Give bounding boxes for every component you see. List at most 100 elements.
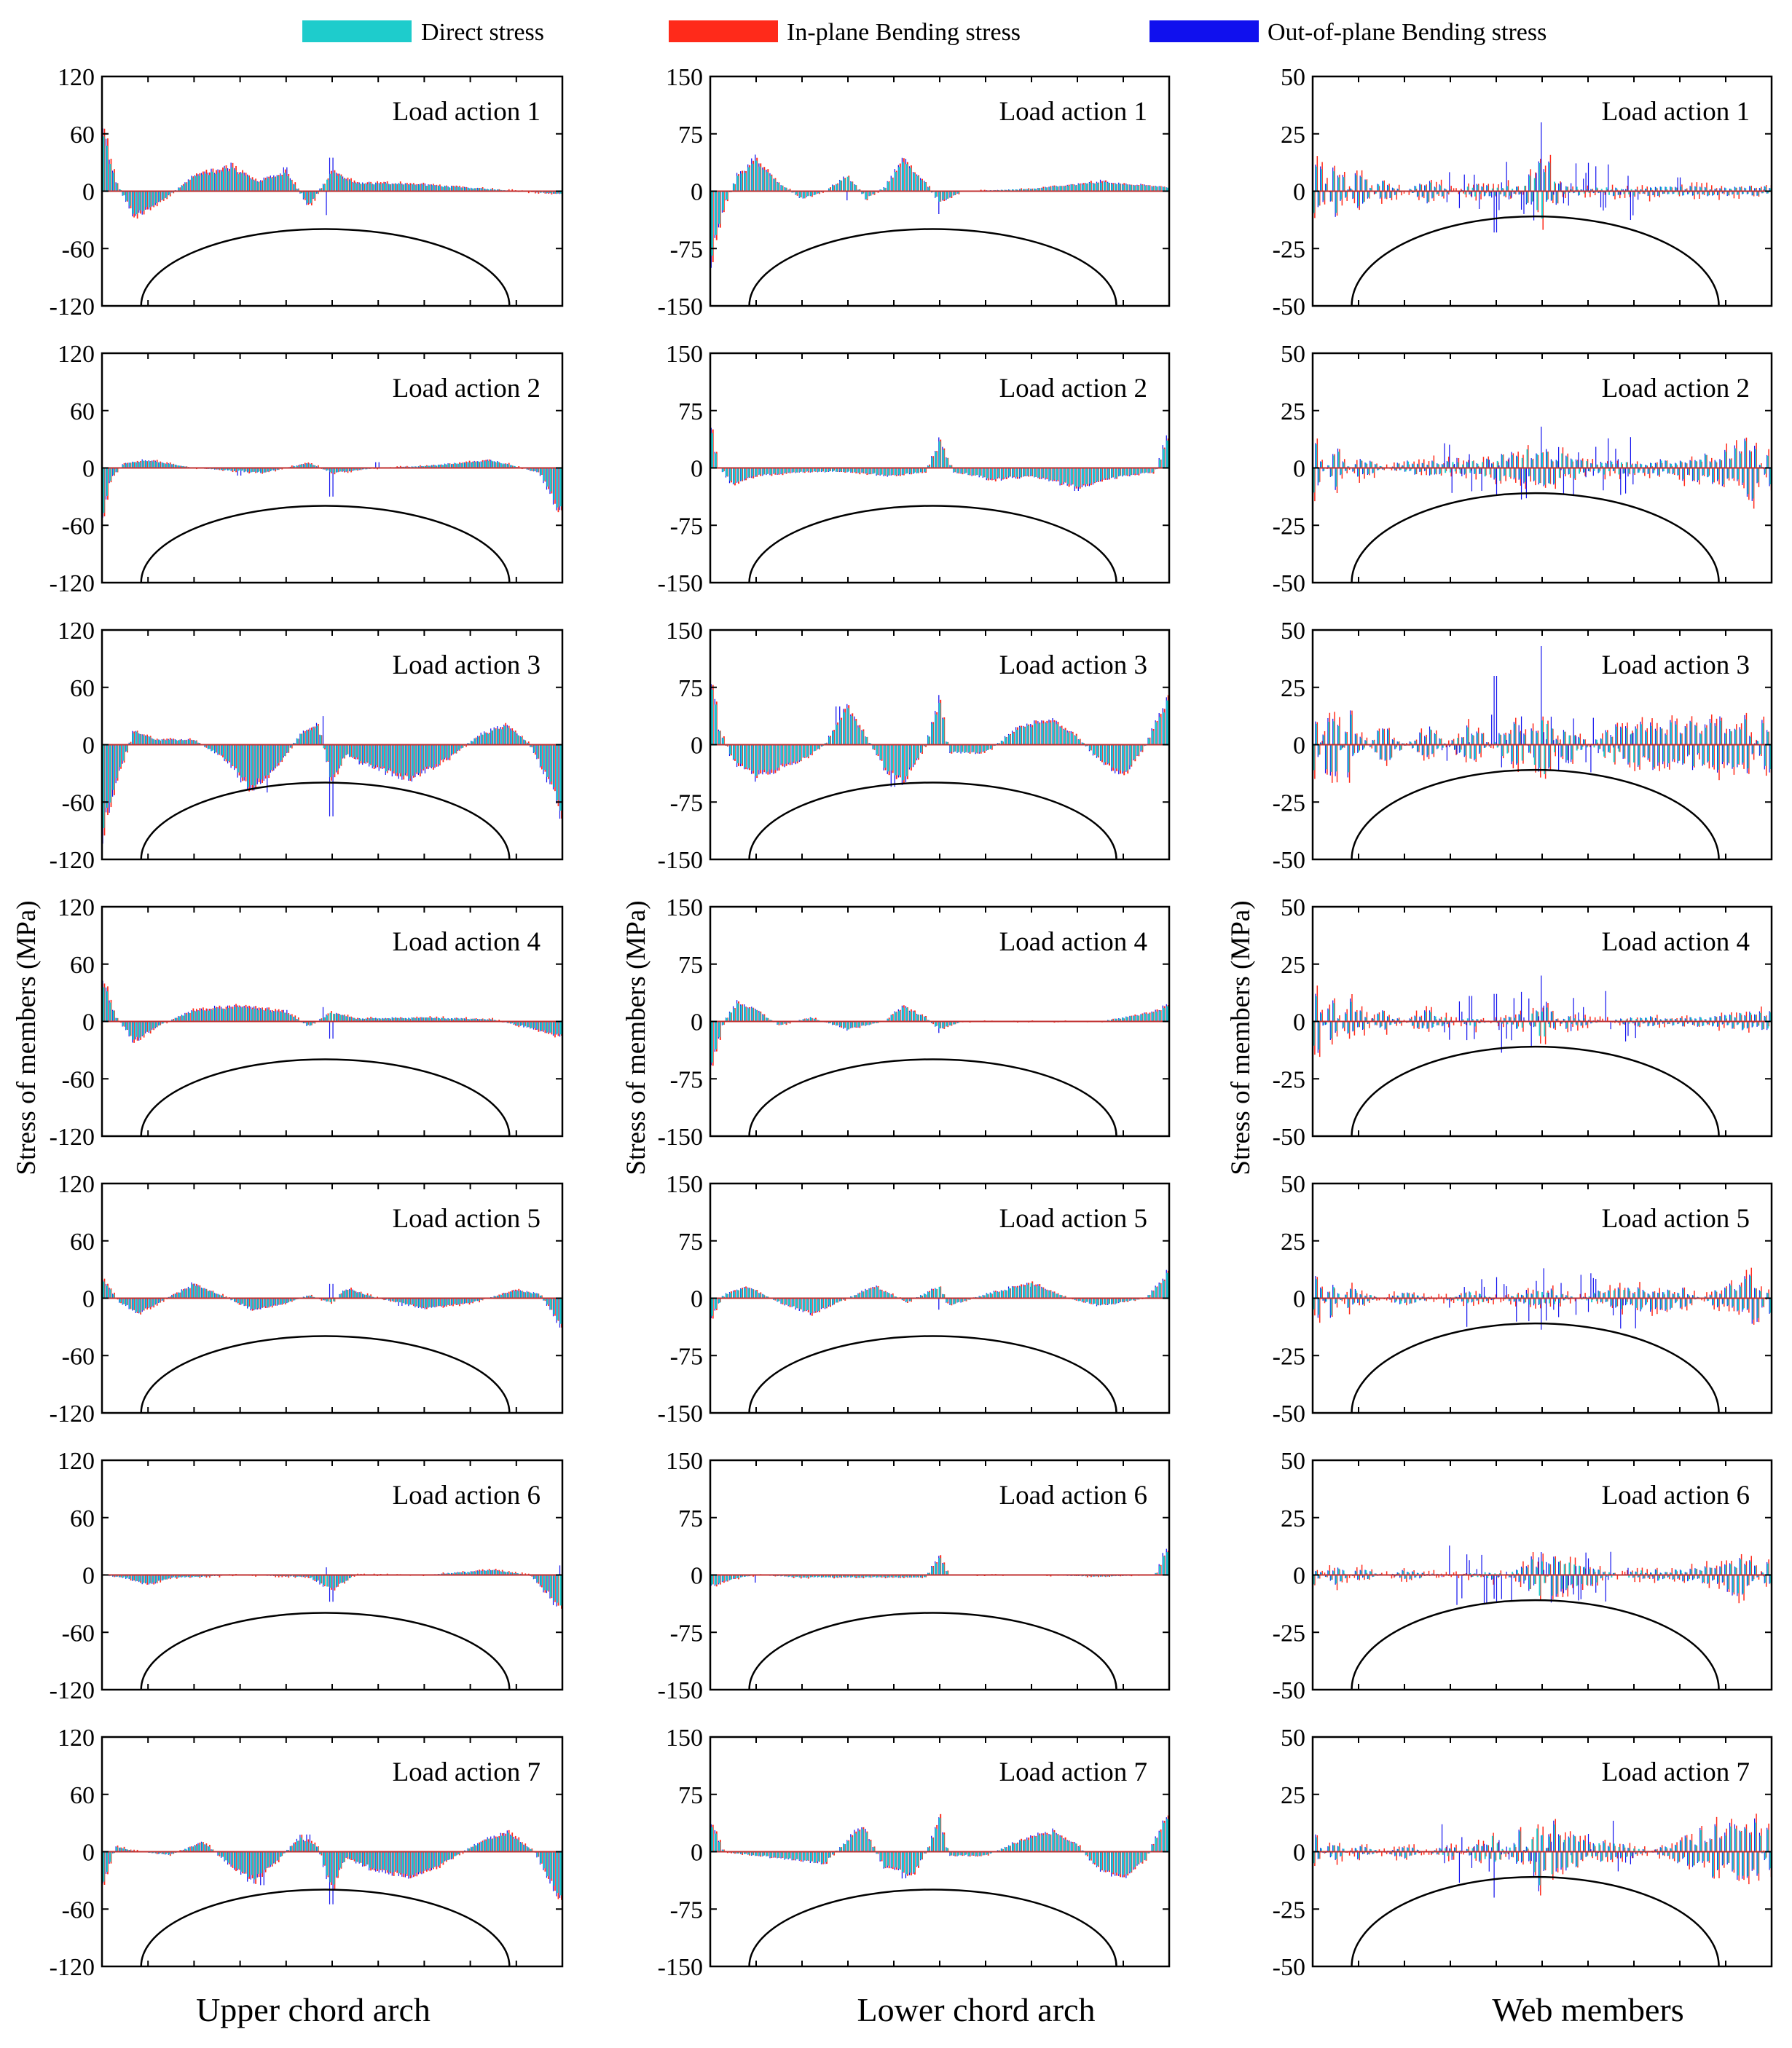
panel-c1-r5: 120 60 0 -60 -120 Load action 5 [50, 1171, 564, 1427]
y-tick-label: 120 [58, 1725, 95, 1752]
panel-title: Load action 4 [393, 927, 541, 957]
y-tick-label: 60 [70, 122, 95, 149]
panel-title: Load action 7 [393, 1757, 541, 1787]
y-tick-label: 0 [691, 1009, 703, 1036]
y-tick-label: 120 [58, 341, 95, 368]
y-tick-label: 0 [82, 1840, 95, 1867]
y-tick-label: 150 [666, 64, 703, 91]
panel-title: Load action 1 [393, 97, 541, 127]
y-tick-label: 0 [82, 1286, 95, 1313]
y-tick-label: 60 [70, 1505, 95, 1532]
y-tick-label: 120 [58, 1448, 95, 1475]
panel-title: Load action 2 [999, 374, 1147, 403]
panel-c1-r1: 120 60 0 -60 -120 Load action 1 [50, 64, 564, 320]
panel-c1-r6: 120 60 0 -60 -120 Load action 6 [50, 1448, 564, 1704]
y-tick-label: -120 [50, 570, 95, 597]
y-tick-label: -120 [50, 1124, 95, 1151]
y-tick-label: 60 [70, 1782, 95, 1809]
column-title-lower-chord: Lower chord arch [857, 1991, 1096, 2028]
panel-c2-r1: 150 75 0 -75 -150 Load action 1 [658, 64, 1171, 320]
y-tick-label: 0 [82, 456, 95, 483]
y-tick-label: 120 [58, 1171, 95, 1198]
legend-swatch-direct [302, 20, 412, 42]
y-tick-label: 0 [691, 733, 703, 760]
y-tick-label: 75 [678, 398, 703, 425]
y-tick-label: -150 [658, 1124, 703, 1151]
y-tick-label: 75 [678, 122, 703, 149]
y-tick-label: 60 [70, 952, 95, 979]
y-tick-label: -120 [50, 1954, 95, 1981]
y-tick-label: 150 [666, 894, 703, 921]
legend-label-out-of-plane: Out-of-plane Bending stress [1268, 19, 1547, 46]
panels-grid: 120 60 0 -60 -120 Load action 1 120 60 0 -60 -120 L… [50, 64, 1773, 1981]
y-tick-label: -75 [670, 789, 703, 816]
y-tick-label: 0 [82, 1563, 95, 1590]
y-axis-label-col2: Stress of members (MPa) [621, 900, 651, 1175]
column-title-web-members: Web members [1492, 1991, 1683, 2028]
arch-outline [140, 781, 511, 860]
arch-outline [748, 228, 1117, 307]
y-tick-label: -60 [62, 1066, 95, 1093]
y-tick-label: -60 [62, 1343, 95, 1370]
panel-c2-r2: 150 75 0 -75 -150 Load action 2 [658, 341, 1171, 597]
panel-title: Load action 4 [999, 927, 1147, 957]
y-tick-label: 0 [691, 179, 703, 206]
legend: Direct stress In-plane Bending stress Ou… [302, 19, 1547, 46]
panel-title: Load action 6 [393, 1481, 541, 1511]
y-tick-label: 75 [678, 675, 703, 702]
y-tick-label: -60 [62, 1897, 95, 1923]
y-tick-label: -150 [658, 294, 703, 320]
y-tick-label: -120 [50, 1677, 95, 1704]
y-tick-label: 60 [70, 1229, 95, 1256]
arch-outline [140, 1612, 511, 1690]
legend-label-direct: Direct stress [421, 19, 544, 46]
y-tick-label: -120 [50, 294, 95, 320]
legend-swatch-out-of-plane [1150, 20, 1259, 42]
panel-c1-r7: 120 60 0 -60 -120 Load action 7 [50, 1725, 564, 1981]
y-tick-label: -75 [670, 513, 703, 540]
panel-title: Load action 3 [393, 650, 541, 680]
y-tick-label: -120 [50, 1401, 95, 1427]
y-tick-label: -150 [658, 847, 703, 874]
panel-title: Load action 1 [999, 97, 1147, 127]
panel-title: Load action 3 [999, 650, 1147, 680]
panel-c1-r2: 120 60 0 -60 -120 Load action 2 [50, 341, 564, 597]
arch-outline [140, 1889, 511, 1967]
y-tick-label: 60 [70, 398, 95, 425]
panel-c2-r4: 150 75 0 -75 -150 Load action 4 [658, 894, 1171, 1151]
arch-outline [748, 781, 1117, 860]
panel-title: Load action 5 [393, 1204, 541, 1234]
arch-outline [748, 505, 1117, 583]
arch-outline [140, 1058, 511, 1137]
y-tick-label: 150 [666, 341, 703, 368]
y-tick-label: 120 [58, 64, 95, 91]
arch-outline [140, 505, 511, 583]
panel-c1-r4: 120 60 0 -60 -120 Load action 4 [50, 894, 564, 1151]
y-tick-label: -60 [62, 789, 95, 816]
arch-outline [140, 1335, 511, 1414]
panel-c2-r3: 150 75 0 -75 -150 Load action 3 [658, 618, 1171, 874]
y-tick-label: 0 [691, 456, 703, 483]
y-tick-label: 75 [678, 952, 703, 979]
y-tick-label: -75 [670, 1066, 703, 1093]
y-tick-label: 120 [58, 894, 95, 921]
legend-swatch-in-plane [669, 20, 778, 42]
panel-title: Load action 2 [393, 374, 541, 403]
y-tick-label: 0 [82, 733, 95, 760]
y-tick-label: 0 [82, 179, 95, 206]
y-tick-label: -60 [62, 236, 95, 263]
y-tick-label: 120 [58, 618, 95, 645]
y-tick-label: 0 [82, 1009, 95, 1036]
y-tick-label: 150 [666, 618, 703, 645]
y-tick-label: -150 [658, 570, 703, 597]
column-title-upper-chord: Upper chord arch [196, 1991, 431, 2028]
arch-outline [748, 1058, 1117, 1137]
y-tick-label: -120 [50, 847, 95, 874]
legend-label-in-plane: In-plane Bending stress [787, 19, 1021, 46]
y-tick-label: -60 [62, 1620, 95, 1647]
panel-c1-r3: 120 60 0 -60 -120 Load action 3 [50, 618, 564, 874]
y-axis-label-col3: Stress of members (MPa) [1226, 900, 1256, 1175]
y-tick-label: -75 [670, 236, 703, 263]
